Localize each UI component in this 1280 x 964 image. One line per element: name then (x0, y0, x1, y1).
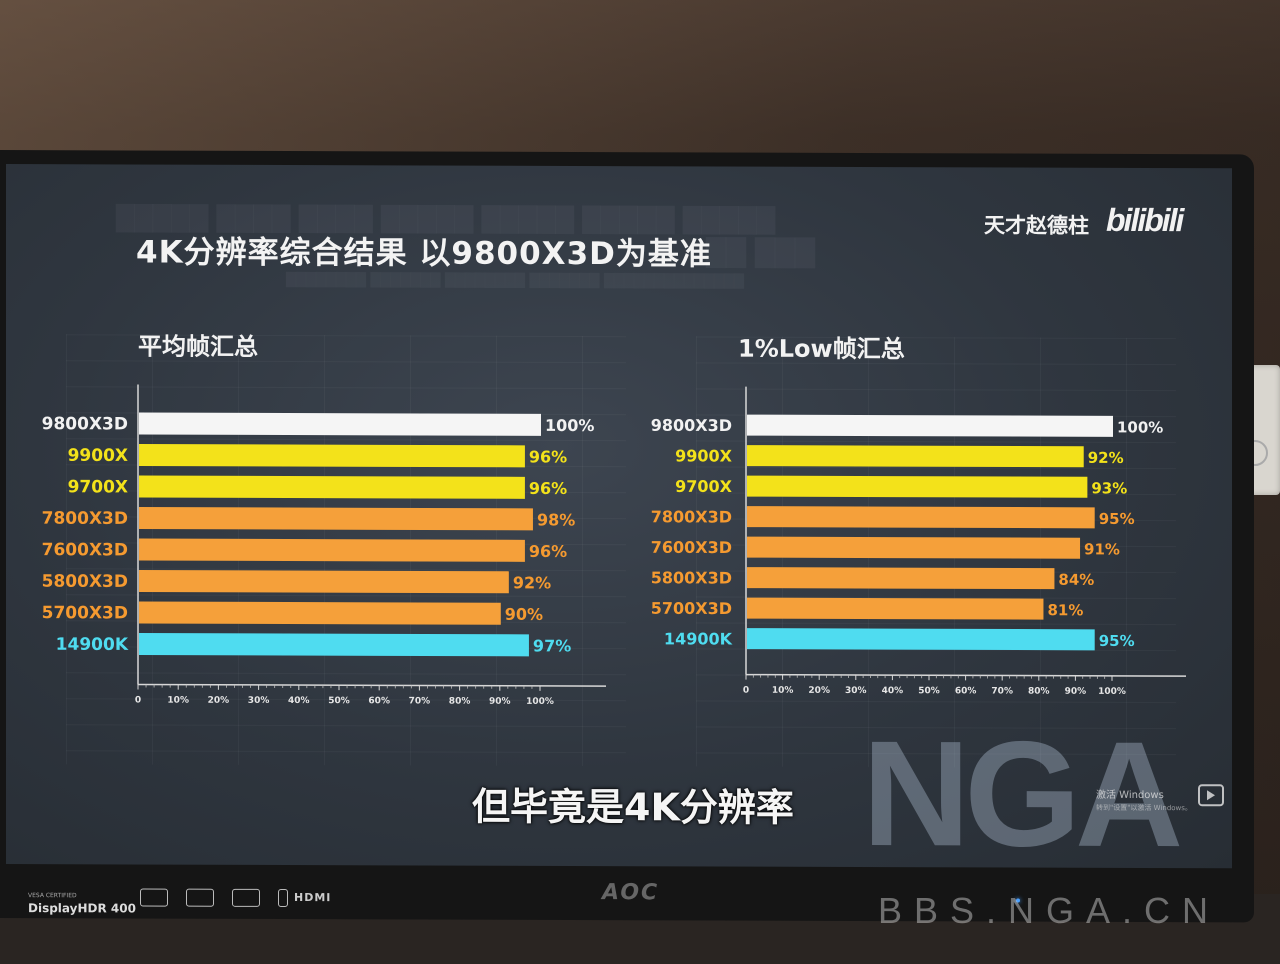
x-tick-label: 60% (368, 696, 390, 706)
bar (139, 569, 509, 594)
x-tick-label: 40% (288, 696, 310, 706)
x-tick-label: 0 (135, 695, 141, 705)
windows-activate-hint: 转到"设置"以激活 Windows。 (1096, 803, 1192, 813)
windows-activate-notice: 激活 Windows 转到"设置"以激活 Windows。 (1096, 790, 1192, 814)
data-label: 90% (505, 605, 543, 624)
x-tick-label: 80% (449, 697, 471, 707)
x-tick-label: 10% (772, 686, 794, 696)
data-label: 92% (1088, 449, 1124, 467)
x-tick-label: 20% (808, 686, 830, 696)
port-icons (140, 888, 288, 908)
category-label: 7800X3D (42, 509, 128, 529)
category-label: 9900X (68, 446, 128, 466)
data-label: 97% (533, 636, 571, 655)
data-label: 81% (1047, 601, 1083, 619)
bar (747, 414, 1113, 437)
bar (139, 506, 533, 531)
category-label: 9800X3D (42, 414, 128, 434)
category-label: 5700X3D (651, 599, 732, 618)
bar (139, 475, 525, 499)
hdr-badge: VESA CERTIFIED DisplayHDR 400 (28, 890, 136, 915)
x-tick-label: 20% (208, 696, 230, 706)
x-tick-label: 70% (409, 696, 431, 706)
bar (747, 506, 1095, 529)
category-label: 5700X3D (42, 603, 128, 623)
4k-icon (232, 888, 260, 907)
x-tick-label: 10% (167, 696, 189, 706)
bar (139, 443, 525, 468)
video-caption: 但毕竟是4K分辨率 (472, 784, 794, 830)
x-tick-label: 40% (882, 686, 904, 696)
nga-watermark: NGA (862, 709, 1178, 869)
category-label: 7600X3D (42, 540, 128, 560)
category-label: 5800X3D (42, 572, 128, 592)
charts-canvas: 0 10% 20% 30% 40% 50% 60% 70% 80% 90% 100% 100% 9800… (42, 384, 1186, 707)
x-tick-label: 50% (918, 686, 940, 696)
x-tick-label: 70% (991, 686, 1013, 696)
data-label: 98% (537, 510, 575, 529)
x-tick-label: 90% (1065, 687, 1087, 697)
category-label: 9900X (675, 446, 733, 465)
monitor-brand: AOC (602, 880, 660, 906)
usb-c-icon (140, 888, 168, 907)
tv-icon (1198, 784, 1224, 807)
x-tick-label: 30% (248, 696, 270, 706)
bar (747, 445, 1084, 468)
category-label: 14900K (56, 635, 129, 655)
bar (747, 628, 1095, 651)
category-label: 7800X3D (651, 507, 732, 526)
windows-activate-title: 激活 Windows (1096, 789, 1164, 802)
monitor: █████ ████ ████ █████ █████ █████ █████ … (0, 150, 1254, 923)
bar (139, 601, 501, 625)
bar (139, 412, 541, 436)
data-label: 95% (1099, 632, 1135, 650)
data-label: 96% (529, 542, 567, 561)
stand-icon (278, 888, 288, 908)
category-label: 14900K (664, 629, 733, 648)
category-label: 9700X (68, 477, 128, 497)
category-label: 9700X (675, 477, 733, 496)
data-label: 100% (545, 416, 594, 435)
x-axis-line (138, 683, 606, 687)
data-label: 84% (1058, 571, 1094, 589)
x-tick-label: 30% (845, 686, 867, 696)
bar (747, 475, 1088, 498)
x-tick-label: 80% (1028, 687, 1050, 697)
x-tick-label: 90% (489, 697, 511, 707)
data-label: 100% (1117, 418, 1163, 436)
bar (139, 632, 529, 657)
x-tick-label: 60% (955, 686, 977, 696)
slide-screen: █████ ████ ████ █████ █████ █████ █████ … (6, 164, 1232, 869)
bar (747, 597, 1044, 620)
category-label: 7600X3D (651, 538, 732, 557)
category-label: 9800X3D (651, 416, 732, 435)
data-label: 92% (513, 573, 551, 592)
data-label: 96% (529, 447, 567, 466)
hdr-badge-text: DisplayHDR 400 (28, 901, 136, 916)
data-label: 91% (1084, 540, 1120, 558)
data-label: 93% (1091, 479, 1127, 497)
bar (747, 567, 1055, 590)
picture-icon (186, 888, 214, 907)
x-tick-label: 100% (1098, 687, 1126, 697)
x-tick-label: 50% (328, 696, 350, 706)
data-label: 96% (529, 479, 567, 498)
hdmi-label: HDMI (294, 891, 332, 905)
data-label: 95% (1099, 510, 1135, 528)
x-tick-label: 100% (526, 697, 554, 707)
x-tick-label: 0 (743, 686, 749, 696)
bar (747, 536, 1081, 559)
bar (139, 538, 525, 562)
bbs-watermark: BBS.NGA.CN (878, 890, 1221, 931)
category-label: 5800X3D (651, 568, 732, 587)
